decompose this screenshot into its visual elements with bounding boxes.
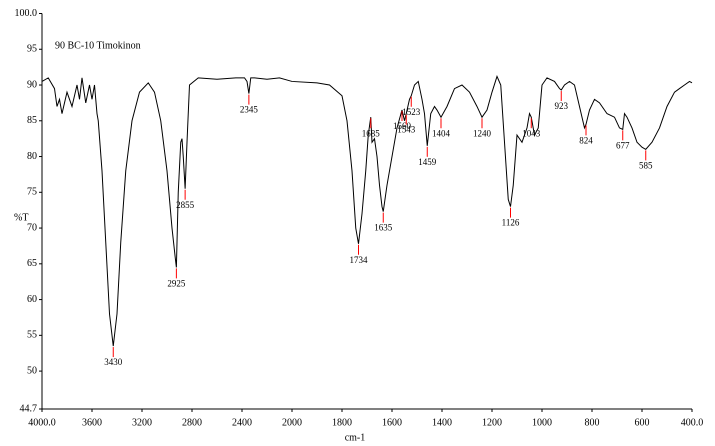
y-tick-label: 44.7: [20, 403, 38, 414]
x-tick-label: 400.0: [681, 417, 704, 428]
y-tick-label: 75: [27, 187, 37, 198]
x-tick-label: 600: [635, 417, 650, 428]
peak-label: 1685: [362, 128, 381, 138]
peak-label: 2925: [167, 278, 186, 288]
x-tick-label: 3200: [132, 417, 152, 428]
x-tick-label: 1400: [432, 417, 452, 428]
peak-label: 677: [616, 140, 630, 150]
peak-label: 1734: [350, 255, 369, 265]
peak-label: 1560: [393, 121, 412, 131]
peak-label: 585: [639, 160, 653, 170]
x-tick-label: 1000: [532, 417, 552, 428]
x-tick-label: 1800: [332, 417, 352, 428]
x-tick-label: 2400: [232, 417, 252, 428]
y-axis-label: %T: [14, 212, 28, 223]
peak-label: 1523: [402, 107, 421, 117]
x-tick-label: 4000.0: [28, 417, 56, 428]
y-tick-label: 60: [27, 294, 37, 305]
x-axis-label: cm-1: [345, 432, 366, 443]
peak-label: 1459: [418, 157, 437, 167]
x-tick-label: 1600: [382, 417, 402, 428]
x-tick-label: 2800: [182, 417, 202, 428]
peak-label: 2855: [176, 200, 195, 210]
y-tick-label: 80: [27, 151, 37, 162]
x-tick-label: 1200: [482, 417, 502, 428]
x-tick-label: 2000: [282, 417, 302, 428]
x-tick-label: 800: [585, 417, 600, 428]
peak-label: 1635: [374, 223, 393, 233]
peak-label: 923: [555, 101, 569, 111]
y-tick-label: 90: [27, 79, 37, 90]
peak-label: 1404: [432, 128, 451, 138]
peak-label: 3430: [104, 357, 123, 367]
peak-label: 1240: [473, 128, 492, 138]
peak-label: 1126: [502, 218, 520, 228]
spectrum-line: [41, 75, 693, 347]
chart-title: 90 BC-10 Timokinon: [55, 40, 141, 51]
y-tick-label: 50: [27, 365, 37, 376]
y-tick-label: 65: [27, 258, 37, 269]
peak-label: 824: [579, 135, 593, 145]
y-tick-label: 100.0: [15, 8, 38, 19]
y-tick-label: 70: [27, 222, 37, 233]
y-tick-label: 55: [27, 330, 37, 341]
peak-label: 2345: [240, 105, 259, 115]
peak-label: 1043: [522, 128, 541, 138]
peak-label: 1543: [397, 125, 416, 135]
y-tick-label: 95: [27, 44, 37, 55]
y-tick-label: 85: [27, 115, 37, 126]
x-tick-label: 3600: [82, 417, 102, 428]
